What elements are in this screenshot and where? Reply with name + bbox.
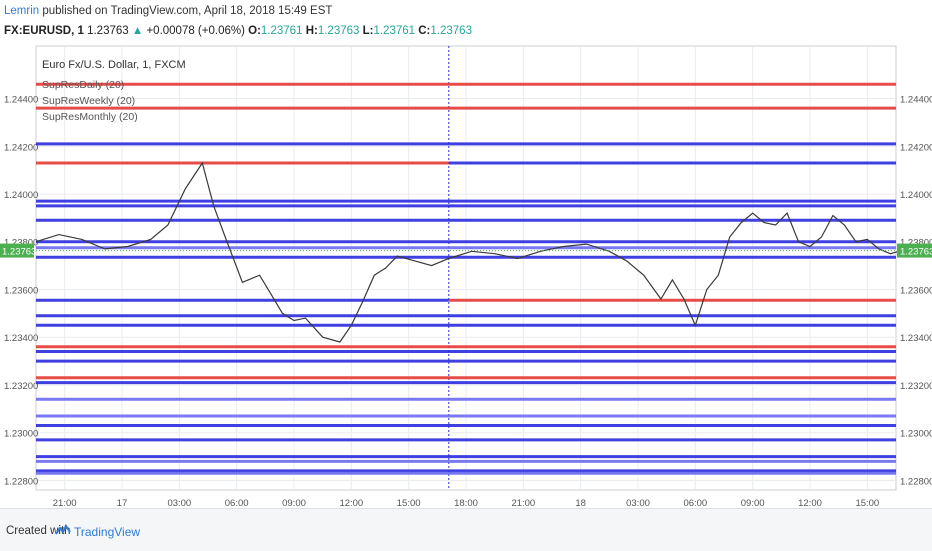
x-tick-label: 17 xyxy=(117,498,128,508)
close-value: 1.23763 xyxy=(430,25,472,37)
x-tick-label: 06:00 xyxy=(225,498,249,508)
tradingview-logo-icon[interactable] xyxy=(55,523,71,537)
y-tick-label-left: 1.22800 xyxy=(4,476,38,487)
x-tick-label: 21:00 xyxy=(511,498,535,508)
x-tick-label: 09:00 xyxy=(741,498,765,508)
created-with-text: Created with xyxy=(6,525,71,537)
price-chart[interactable]: 1.24400 1.24400 1.24200 1.24200 1.24000 1.240… xyxy=(0,0,932,508)
last-price-label-left: 1.23763 xyxy=(2,247,36,258)
price-series-line[interactable] xyxy=(35,161,902,343)
high-value: 1.23763 xyxy=(317,25,360,37)
change-arrow-icon: ▲ xyxy=(131,25,144,37)
x-tick-label: 06:00 xyxy=(683,498,707,508)
y-tick-label-left: 1.23600 xyxy=(4,285,38,296)
published-text: published on TradingView.com, April 18, … xyxy=(42,5,333,17)
x-tick-label: 18 xyxy=(575,498,586,508)
y-tick-label-left: 1.24000 xyxy=(4,190,38,201)
legend-entry[interactable]: SupResMonthly (20) xyxy=(42,111,138,123)
y-tick-label-right: 1.23600 xyxy=(900,285,932,296)
x-tick-label: 03:00 xyxy=(167,498,191,508)
x-tick-label: 15:00 xyxy=(397,498,421,508)
tradingview-brand-link[interactable]: TradingView xyxy=(74,525,141,539)
low-value: 1.23761 xyxy=(373,25,416,37)
y-tick-label-left: 1.24200 xyxy=(4,142,38,153)
y-tick-label-right: 1.22800 xyxy=(900,476,932,487)
y-tick-label-right: 1.23000 xyxy=(900,429,932,440)
author-link[interactable]: Lemrin xyxy=(4,5,40,17)
last-price-label-right: 1.23763 xyxy=(900,247,932,258)
x-tick-label: 03:00 xyxy=(626,498,650,508)
open-value: 1.23761 xyxy=(260,25,303,37)
y-tick-label-right: 1.24200 xyxy=(900,142,932,153)
x-tick-label: 15:00 xyxy=(855,498,879,508)
last-price-badge-right xyxy=(897,243,932,258)
y-tick-label-left: 1.23400 xyxy=(4,333,38,344)
y-tick-label-left: 1.24400 xyxy=(4,95,38,106)
x-tick-label: 21:00 xyxy=(53,498,77,508)
last-price-badge-left xyxy=(0,243,34,258)
x-tick-label: 12:00 xyxy=(798,498,822,508)
last-price-value: 1.23763 xyxy=(87,25,129,37)
footer-bar: Created with TradingView xyxy=(0,508,932,551)
y-tick-label-right: 1.23200 xyxy=(900,381,932,392)
y-tick-label-right: 1.24000 xyxy=(900,190,932,201)
close-label: C: xyxy=(418,25,431,37)
open-label: O: xyxy=(248,25,261,37)
x-tick-label: 12:00 xyxy=(339,498,363,508)
y-tick-label-left: 1.23200 xyxy=(4,381,38,392)
y-tick-label-left: 1.23800 xyxy=(4,238,38,249)
chart-title: Euro Fx/U.S. Dollar, 1, FXCM xyxy=(42,59,186,71)
y-tick-label-right: 1.23400 xyxy=(900,333,932,344)
y-tick-label-right: 1.23800 xyxy=(900,238,932,249)
symbol-bar: FX:EURUSD, 1 1.23763 ▲ +0.00078 (+0.06%)… xyxy=(4,25,472,37)
low-label: L: xyxy=(362,25,374,37)
symbol-label[interactable]: FX:EURUSD, 1 xyxy=(4,25,84,37)
x-tick-label: 18:00 xyxy=(454,498,478,508)
change-value: +0.00078 (+0.06%) xyxy=(146,25,245,37)
legend-entry[interactable]: SupResDaily (20) xyxy=(42,79,124,91)
legend-entry[interactable]: SupResWeekly (20) xyxy=(42,95,135,107)
high-label: H: xyxy=(305,25,318,37)
x-tick-label: 09:00 xyxy=(282,498,306,508)
y-tick-label-left: 1.23000 xyxy=(4,429,38,440)
y-tick-label-right: 1.24400 xyxy=(900,95,932,106)
publish-info: Lemrin published on TradingView.com, Apr… xyxy=(4,5,332,17)
